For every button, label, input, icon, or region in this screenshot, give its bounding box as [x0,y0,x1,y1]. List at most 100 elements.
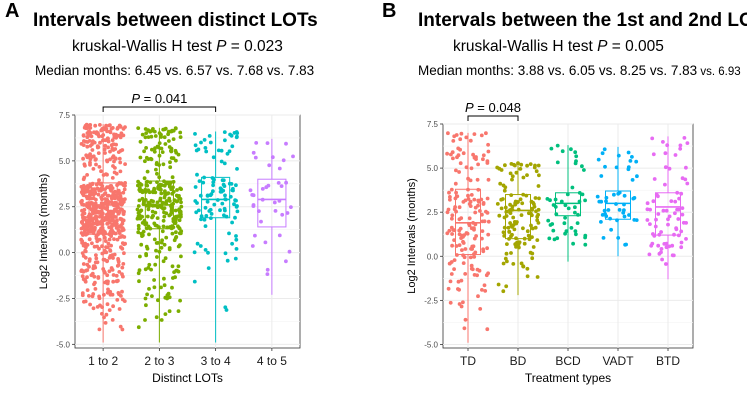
data-point [209,212,214,216]
data-point [138,155,143,160]
data-point [119,294,123,298]
data-point [448,300,453,305]
data-point [222,206,227,211]
data-point [157,225,161,230]
data-point [525,173,529,178]
data-point [461,235,465,239]
data-point [484,131,488,136]
data-point [176,152,181,157]
y-tick-label: -5.0 [56,340,70,349]
data-point [230,220,235,225]
significance-p-symbol: P [131,91,140,106]
data-point [510,177,514,182]
data-point [485,159,490,164]
data-point [163,200,168,205]
data-point [457,243,462,248]
data-point [447,228,452,233]
data-point [94,236,99,241]
x-tick-label: 2 to 3 [144,354,174,368]
data-point [222,130,227,135]
data-point [193,143,198,148]
data-point [573,205,577,210]
data-point [597,199,602,204]
data-point [467,223,472,228]
data-point [485,327,490,332]
data-point [449,272,454,276]
data-point [508,221,512,225]
data-point [94,256,99,261]
data-point [227,231,231,236]
data-point [448,197,452,202]
panel-a-test-result: kruskal-Wallis H test P = 0.023 [72,38,283,56]
data-point [120,297,125,302]
data-point [146,266,151,270]
data-point [682,136,687,140]
data-point [599,174,604,178]
data-point [501,289,506,294]
data-point [199,140,203,145]
data-point [161,218,166,223]
data-point [119,223,123,228]
data-point [685,141,690,146]
data-point [204,149,209,154]
data-point [509,234,513,239]
data-point [82,299,86,304]
data-point [222,213,226,218]
data-point [163,126,168,131]
data-point [102,292,106,297]
data-point [289,205,293,210]
data-point [170,175,175,180]
data-point [456,146,461,151]
data-point [152,237,157,242]
data-point [583,233,588,238]
data-point [110,176,115,180]
data-point [609,227,613,232]
data-point [508,171,513,176]
data-point [107,308,112,312]
data-point [228,132,233,137]
data-point [164,211,169,216]
data-point [478,209,482,213]
data-point [145,183,150,188]
data-point [509,251,513,255]
data-point [95,244,99,249]
data-point [504,284,509,289]
data-point [461,200,466,204]
data-point [145,292,150,297]
data-point [483,289,488,293]
data-point [88,123,93,127]
data-point [155,205,160,210]
data-point [495,165,500,170]
data-point [684,221,688,225]
data-point [91,139,95,144]
data-point [88,302,92,307]
data-point [168,165,173,170]
data-point [105,273,110,278]
data-point [563,231,567,236]
data-point [94,182,99,187]
data-point [153,146,157,151]
data-point [162,195,167,200]
data-point [91,266,96,271]
data-point [155,255,159,259]
data-point [223,138,227,143]
data-point [156,298,160,303]
x-tick-label: VADT [602,354,634,368]
data-point [514,221,519,226]
data-point [667,166,672,171]
data-point [480,229,485,234]
y-tick-label: 7.5 [427,120,439,129]
data-point [117,270,122,274]
data-point [474,157,478,162]
data-point [518,167,523,171]
data-point [622,214,627,219]
data-point [276,181,281,185]
data-point [664,208,669,213]
data-point [202,138,207,142]
data-point [84,268,88,273]
test-prefix: kruskal-Wallis H test [72,38,217,55]
data-point [105,302,110,307]
data-point [481,153,486,158]
data-point [208,140,213,145]
data-point [159,205,164,210]
